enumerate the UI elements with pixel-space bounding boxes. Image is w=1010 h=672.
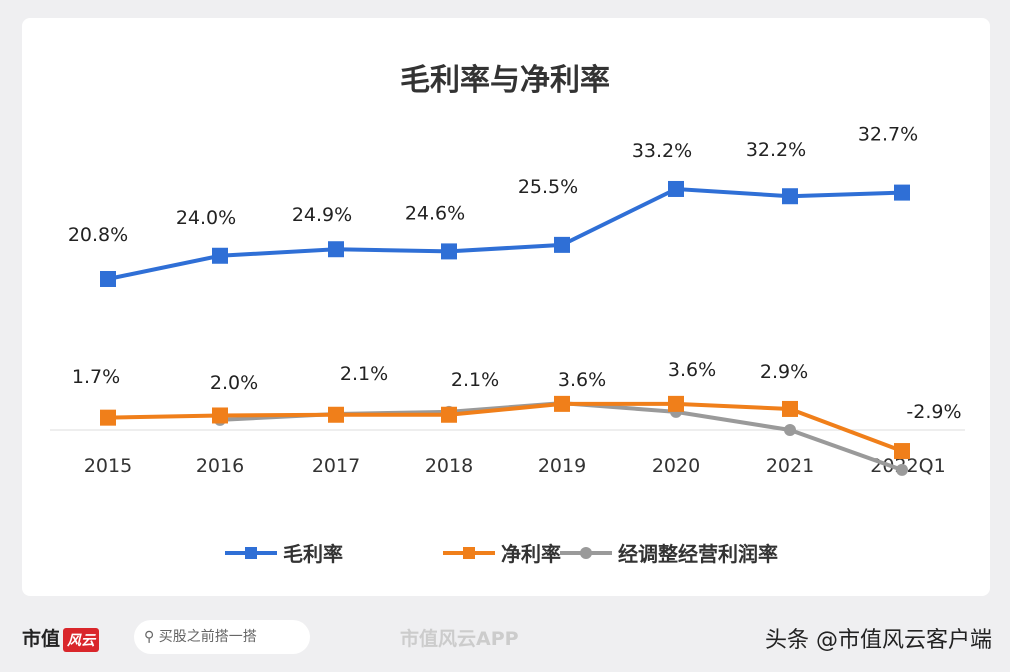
data-point bbox=[328, 241, 344, 258]
data-label: 24.6% bbox=[405, 202, 465, 224]
data-label: 25.5% bbox=[518, 176, 578, 198]
legend-marker bbox=[245, 547, 257, 559]
x-tick-label: 2019 bbox=[538, 455, 586, 477]
data-point bbox=[441, 406, 457, 423]
search-box[interactable]: ⚲ 买股之前搭一搭 bbox=[134, 620, 310, 654]
data-label: 24.0% bbox=[176, 207, 236, 229]
series-line bbox=[107, 186, 903, 281]
line-chart: 毛利率与净利率 2015 2016 2017 2018 2019 2020 2021 2022… bbox=[50, 63, 965, 566]
data-label: 3.6% bbox=[558, 369, 606, 391]
chart-card bbox=[22, 18, 990, 596]
data-label: 33.2% bbox=[632, 140, 692, 162]
data-point bbox=[441, 243, 457, 260]
brand-mark: 风云 bbox=[63, 628, 100, 652]
x-tick-label: 2016 bbox=[196, 455, 244, 477]
data-point bbox=[212, 247, 228, 264]
legend-label: 净利率 bbox=[501, 542, 561, 566]
data-point bbox=[328, 406, 344, 423]
data-point bbox=[784, 424, 796, 436]
legend-marker bbox=[463, 547, 475, 559]
search-icon: ⚲ bbox=[144, 629, 159, 645]
data-label: 3.6% bbox=[668, 359, 716, 381]
series-line bbox=[107, 401, 903, 453]
data-label: 2.1% bbox=[340, 363, 388, 385]
data-label: 20.8% bbox=[68, 224, 128, 246]
x-tick-label: 2022Q1 bbox=[870, 455, 945, 477]
x-tick-label: 2017 bbox=[312, 455, 360, 477]
x-tick-label: 2021 bbox=[766, 455, 814, 477]
data-point bbox=[212, 407, 228, 424]
data-point bbox=[554, 395, 570, 412]
data-label: 2.0% bbox=[210, 372, 258, 394]
data-point bbox=[100, 270, 116, 287]
footer: 市值 风云 ⚲ 买股之前搭一搭 市值风云APP 头条 @市值风云客户端 bbox=[0, 612, 1010, 662]
brand-text: 市值 bbox=[22, 628, 61, 650]
data-label: 24.9% bbox=[292, 204, 352, 226]
legend-label: 经调整经营利润率 bbox=[618, 542, 778, 566]
data-point bbox=[100, 409, 116, 426]
legend-marker bbox=[580, 547, 592, 559]
data-point bbox=[782, 400, 798, 417]
chart-title: 毛利率与净利率 bbox=[400, 63, 610, 98]
data-label: 1.7% bbox=[72, 366, 120, 388]
data-point bbox=[554, 236, 570, 253]
x-tick-label: 2018 bbox=[425, 455, 473, 477]
app-watermark: 市值风云APP bbox=[400, 628, 519, 650]
data-label: -2.9% bbox=[906, 401, 961, 423]
x-tick-label: 2020 bbox=[652, 455, 700, 477]
data-point bbox=[668, 395, 684, 412]
data-point bbox=[668, 180, 684, 197]
credit: 头条 @市值风云客户端 bbox=[765, 628, 992, 653]
legend-label: 毛利率 bbox=[283, 542, 343, 566]
data-label: 32.2% bbox=[746, 139, 806, 161]
data-label: 2.1% bbox=[451, 369, 499, 391]
data-label: 32.7% bbox=[858, 124, 918, 146]
x-tick-label: 2015 bbox=[84, 455, 132, 477]
data-point bbox=[894, 184, 910, 201]
data-point bbox=[782, 188, 798, 205]
data-point bbox=[896, 463, 908, 476]
data-point bbox=[894, 443, 910, 460]
brand-logo: 市值 风云 bbox=[22, 624, 100, 652]
search-text: 买股之前搭一搭 bbox=[158, 629, 257, 645]
data-label: 2.9% bbox=[760, 361, 808, 383]
